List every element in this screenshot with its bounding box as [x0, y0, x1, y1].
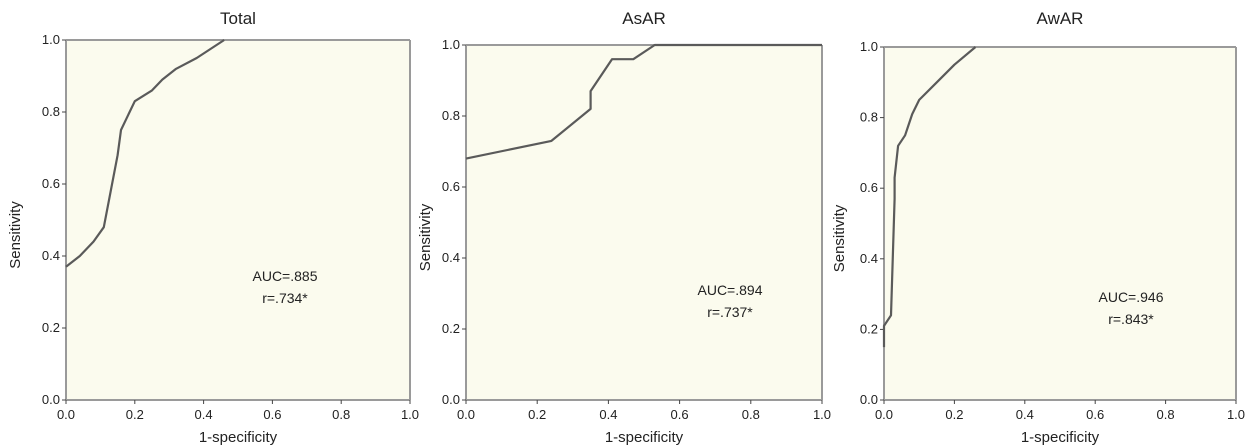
chart-2-x-tick-label: 0.8: [1157, 407, 1175, 422]
chart-1-title: AsAR: [622, 9, 665, 28]
chart-1-x-tick-label: 0.8: [742, 407, 760, 422]
chart-0-r-annotation: r=.734*: [262, 290, 308, 306]
chart-0-auc-annotation: AUC=.885: [253, 268, 318, 284]
chart-2-x-tick-label: 1.0: [1227, 407, 1245, 422]
chart-2-y-tick-label: 0.8: [860, 110, 878, 125]
chart-0-y-tick-label: 0.0: [42, 392, 60, 407]
chart-1-x-tick-label: 0.0: [457, 407, 475, 422]
chart-2-y-tick-label: 0.4: [860, 251, 878, 266]
chart-0-roc-curve: [65, 39, 225, 268]
chart-1-x-tick-label: 0.4: [599, 407, 617, 422]
panel-awar: 0.0 0.2 0.4 0.6 0.8 1.0 0.0 0.2 0.4 0.6 0.8 1.0 AwAR…: [831, 9, 1245, 446]
chart-0-y-tick-label: 0.4: [42, 248, 60, 263]
chart-0-x-tick-label: 1.0: [401, 407, 419, 422]
chart-1-y-tick-label: 0.2: [442, 321, 460, 336]
chart-2-x-tick-label: 0.0: [875, 407, 893, 422]
chart-1-y-tick-label: 0.8: [442, 108, 460, 123]
chart-2-y-tick-label: 1.0: [860, 39, 878, 54]
chart-0-y-tick-label: 0.8: [42, 104, 60, 119]
chart-1-auc-annotation: AUC=.894: [698, 282, 763, 298]
chart-2-y-axis-label: Sensitivity: [831, 204, 848, 272]
chart-0-x-tick-label: 0.0: [57, 407, 75, 422]
chart-1-y-tick-label: 1.0: [442, 37, 460, 52]
chart-0-y-tick-label: 1.0: [42, 32, 60, 47]
chart-2-x-axis-label: 1-specificity: [1021, 429, 1100, 446]
panel-total: 0.0 0.2 0.4 0.6 0.8 1.0 0.0 0.2 0.4 0.6 0.8 1.0 Tota…: [7, 9, 419, 446]
chart-1-x-tick-label: 0.2: [528, 407, 546, 422]
chart-0-x-tick-label: 0.2: [126, 407, 144, 422]
chart-2-x-tick-label: 0.2: [945, 407, 963, 422]
chart-2-auc-annotation: AUC=.946: [1099, 289, 1164, 305]
chart-0-y-tick-label: 0.2: [42, 320, 60, 335]
chart-1-y-tick-label: 0.6: [442, 179, 460, 194]
chart-2-plot-area: [884, 47, 1236, 400]
chart-2-y-tick-label: 0.0: [860, 392, 878, 407]
chart-1-y-tick-label: 0.4: [442, 250, 460, 265]
chart-2-roc-curve: [882, 46, 977, 348]
chart-0-title: Total: [220, 9, 256, 28]
chart-2-x-tick-label: 0.4: [1016, 407, 1034, 422]
chart-0-y-axis-label: Sensitivity: [7, 201, 24, 269]
chart-1-x-axis-label: 1-specificity: [605, 429, 684, 446]
chart-1-plot-area: [466, 45, 822, 400]
chart-1-y-tick-label: 0.0: [442, 392, 460, 407]
chart-0-x-tick-label: 0.6: [263, 407, 281, 422]
chart-1-x-tick-label: 1.0: [813, 407, 831, 422]
panel-asar: 0.0 0.2 0.4 0.6 0.8 1.0 0.0 0.2 0.4 0.6 0.8 1.0 AsAR…: [417, 9, 831, 446]
chart-2-y-tick-label: 0.2: [860, 321, 878, 336]
chart-2-y-tick-label: 0.6: [860, 180, 878, 195]
chart-0-y-tick-label: 0.6: [42, 176, 60, 191]
chart-2-title: AwAR: [1037, 9, 1084, 28]
chart-1-y-axis-label: Sensitivity: [417, 203, 434, 271]
chart-0-x-tick-label: 0.8: [332, 407, 350, 422]
chart-0-x-tick-label: 0.4: [195, 407, 213, 422]
chart-2-x-tick-label: 0.6: [1086, 407, 1104, 422]
chart-1-x-tick-label: 0.6: [671, 407, 689, 422]
chart-1-r-annotation: r=.737*: [707, 304, 753, 320]
chart-0-x-axis-label: 1-specificity: [199, 429, 278, 446]
chart-0-plot-area: [66, 40, 410, 400]
chart-2-r-annotation: r=.843*: [1108, 311, 1154, 327]
chart-1-roc-curve: [465, 43, 822, 160]
